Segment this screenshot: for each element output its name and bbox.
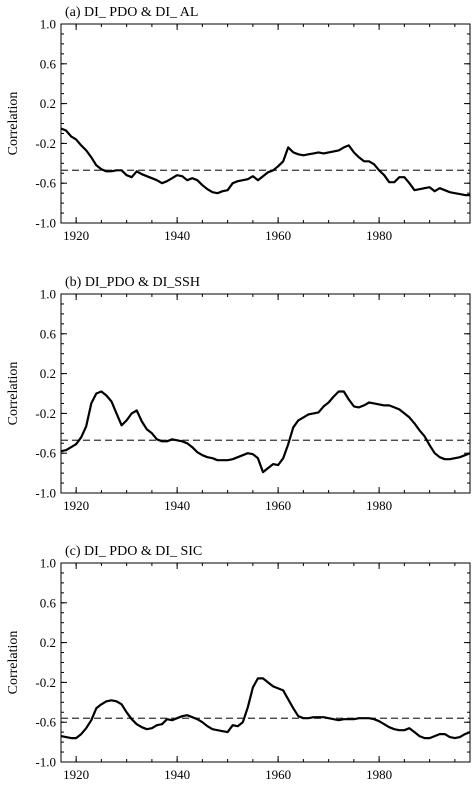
- x-tick-label: 1940: [164, 228, 190, 243]
- x-tick-label: 1920: [63, 767, 89, 782]
- y-tick-label: 0.2: [40, 96, 56, 111]
- y-tick-label: 0.6: [40, 595, 57, 610]
- x-tick-label: 1960: [265, 498, 291, 513]
- y-tick-label: 0.2: [40, 635, 56, 650]
- correlation-series-line: [60, 677, 471, 740]
- plot-frame: [60, 23, 471, 224]
- x-tick-label: 1940: [164, 498, 190, 513]
- chart-panel-3: (c) DI_ PDO & DI_ SIC 1.0 0.6 0.2 -0.2 -0.6 -1…: [6, 544, 471, 782]
- y-tick-label: 1.0: [40, 287, 56, 302]
- y-tick-label: -0.6: [35, 446, 56, 461]
- correlation-series-line: [60, 127, 470, 197]
- x-tick-label: 1980: [366, 498, 392, 513]
- y-tick-label: -0.6: [35, 715, 56, 730]
- panel-title: (c) DI_ PDO & DI_ SIC: [65, 544, 202, 559]
- y-tick-label: 0.6: [40, 56, 57, 71]
- y-tick-label: 0.6: [40, 326, 57, 341]
- y-tick-label: -0.2: [35, 406, 56, 421]
- y-tick-label: 1.0: [40, 556, 56, 571]
- x-tick-label: 1920: [63, 498, 89, 513]
- x-tick-label: 1980: [366, 767, 392, 782]
- y-tick-label: -0.2: [35, 136, 56, 151]
- y-tick-label: -1.0: [35, 216, 56, 231]
- y-tick-label: -0.6: [35, 176, 56, 191]
- x-tick-label: 1960: [265, 228, 291, 243]
- chart-panel-1: (a) DI_ PDO & DI_ AL 1.0 0.6 0.2 -0.2 -0.6 -1.…: [6, 5, 471, 243]
- x-tick-label: 1920: [63, 228, 89, 243]
- plot-frame: [60, 293, 471, 494]
- y-tick-label: -1.0: [35, 755, 56, 770]
- y-tick-label: 0.2: [40, 366, 56, 381]
- y-axis-label: Correlation: [6, 631, 21, 695]
- plot-frame: [60, 562, 471, 763]
- y-axis-label: Correlation: [6, 92, 21, 156]
- x-tick-label: 1960: [265, 767, 291, 782]
- x-tick-label: 1980: [366, 228, 392, 243]
- panel-title: (a) DI_ PDO & DI_ AL: [65, 5, 198, 20]
- y-tick-label: -1.0: [35, 486, 56, 501]
- y-tick-label: -0.2: [35, 675, 56, 690]
- correlation-series-line: [60, 390, 471, 474]
- y-axis-label: Correlation: [6, 362, 21, 426]
- x-tick-label: 1940: [164, 767, 190, 782]
- panel-title: (b) DI_PDO & DI_SSH: [65, 275, 200, 290]
- chart-panel-2: (b) DI_PDO & DI_SSH 1.0 0.6 0.2 -0.2 -0.6 -1.0…: [6, 275, 471, 513]
- y-tick-label: 1.0: [40, 17, 56, 32]
